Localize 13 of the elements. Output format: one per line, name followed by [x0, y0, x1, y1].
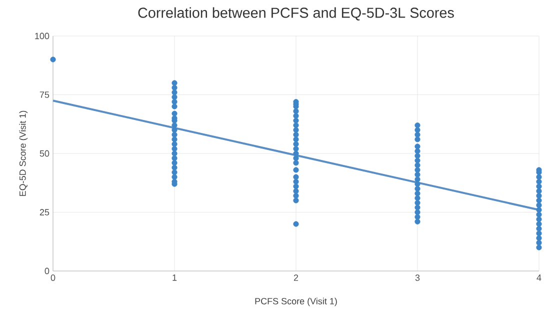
chart-title: Correlation between PCFS and EQ-5D-3L Scores — [138, 7, 454, 20]
y-tick-label: 100 — [35, 32, 50, 40]
x-tick-label: 2 — [294, 274, 298, 281]
y-axis-title: EQ-5D Score (Visit 1) — [19, 110, 28, 196]
y-tick-label: 50 — [40, 150, 50, 157]
y-tick-label: 75 — [40, 92, 50, 98]
x-tick-label: 1 — [172, 274, 177, 281]
x-axis-title: PCFS Score (Visit 1) — [255, 298, 337, 306]
x-tick-label: 3 — [415, 274, 420, 281]
x-tick-label: 0 — [50, 274, 56, 281]
y-tick-label: 25 — [40, 209, 50, 216]
y-tick-label: 0 — [44, 268, 50, 274]
x-tick-label: 4 — [536, 274, 542, 281]
